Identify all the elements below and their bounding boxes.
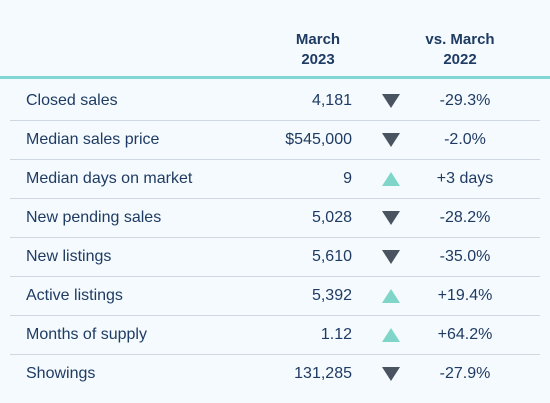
row-label: Median days on market [26, 170, 193, 187]
row-value: 4,181 [311, 92, 352, 109]
column-header-comparison-line1: vs. March [425, 31, 495, 48]
row-label: Median sales price [26, 131, 160, 148]
row-value: 5,610 [311, 248, 352, 265]
row-value: 9 [343, 170, 352, 187]
table-row: Closed sales 4,181 -29.3% [10, 82, 540, 121]
triangle-down-icon [382, 94, 400, 108]
row-value: 5,028 [311, 209, 352, 226]
table-header: March 2023 vs. March 2022 [0, 0, 550, 79]
table-row: Showings 131,285 -27.9% [10, 355, 540, 393]
triangle-up-icon [382, 172, 400, 186]
triangle-down-icon [382, 133, 400, 147]
row-label: New pending sales [26, 209, 162, 226]
row-change: -29.3% [439, 92, 491, 109]
column-header-current: March 2023 [270, 30, 366, 70]
table-row: New pending sales 5,028 -28.2% [10, 199, 540, 238]
table-row: Active listings 5,392 +19.4% [10, 277, 540, 316]
table-row: Median sales price $545,000 -2.0% [10, 121, 540, 160]
row-change: -28.2% [439, 209, 491, 226]
table-row: Median days on market 9 +3 days [10, 160, 540, 199]
row-label: New listings [26, 248, 112, 265]
row-value: 5,392 [311, 287, 352, 304]
row-label: Months of supply [26, 326, 147, 343]
row-value: 1.12 [320, 326, 352, 343]
row-change: -27.9% [439, 365, 491, 382]
table-row: Months of supply 1.12 +64.2% [10, 316, 540, 355]
row-change: +19.4% [437, 287, 493, 304]
triangle-down-icon [382, 211, 400, 225]
row-label: Active listings [26, 287, 123, 304]
column-header-current-line2: 2023 [301, 51, 335, 68]
column-header-current-line1: March [295, 31, 341, 48]
triangle-down-icon [382, 367, 400, 381]
triangle-up-icon [382, 289, 400, 303]
triangle-up-icon [382, 328, 400, 342]
column-header-comparison-line2: 2022 [443, 51, 477, 68]
row-label: Showings [26, 365, 96, 382]
row-label: Closed sales [26, 92, 118, 109]
row-change: -2.0% [444, 131, 486, 148]
row-change: -35.0% [439, 248, 491, 265]
row-value: $545,000 [285, 131, 352, 148]
row-value: 131,285 [294, 365, 352, 382]
table-row: New listings 5,610 -35.0% [10, 238, 540, 277]
row-change: +3 days [436, 170, 494, 187]
triangle-down-icon [382, 250, 400, 264]
column-header-comparison: vs. March 2022 [410, 30, 510, 70]
row-change: +64.2% [437, 326, 493, 343]
